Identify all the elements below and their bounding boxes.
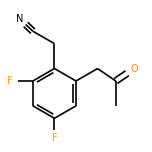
Text: O: O (130, 64, 138, 74)
Text: F: F (52, 133, 57, 143)
Text: F: F (7, 76, 12, 86)
Text: N: N (16, 14, 23, 24)
